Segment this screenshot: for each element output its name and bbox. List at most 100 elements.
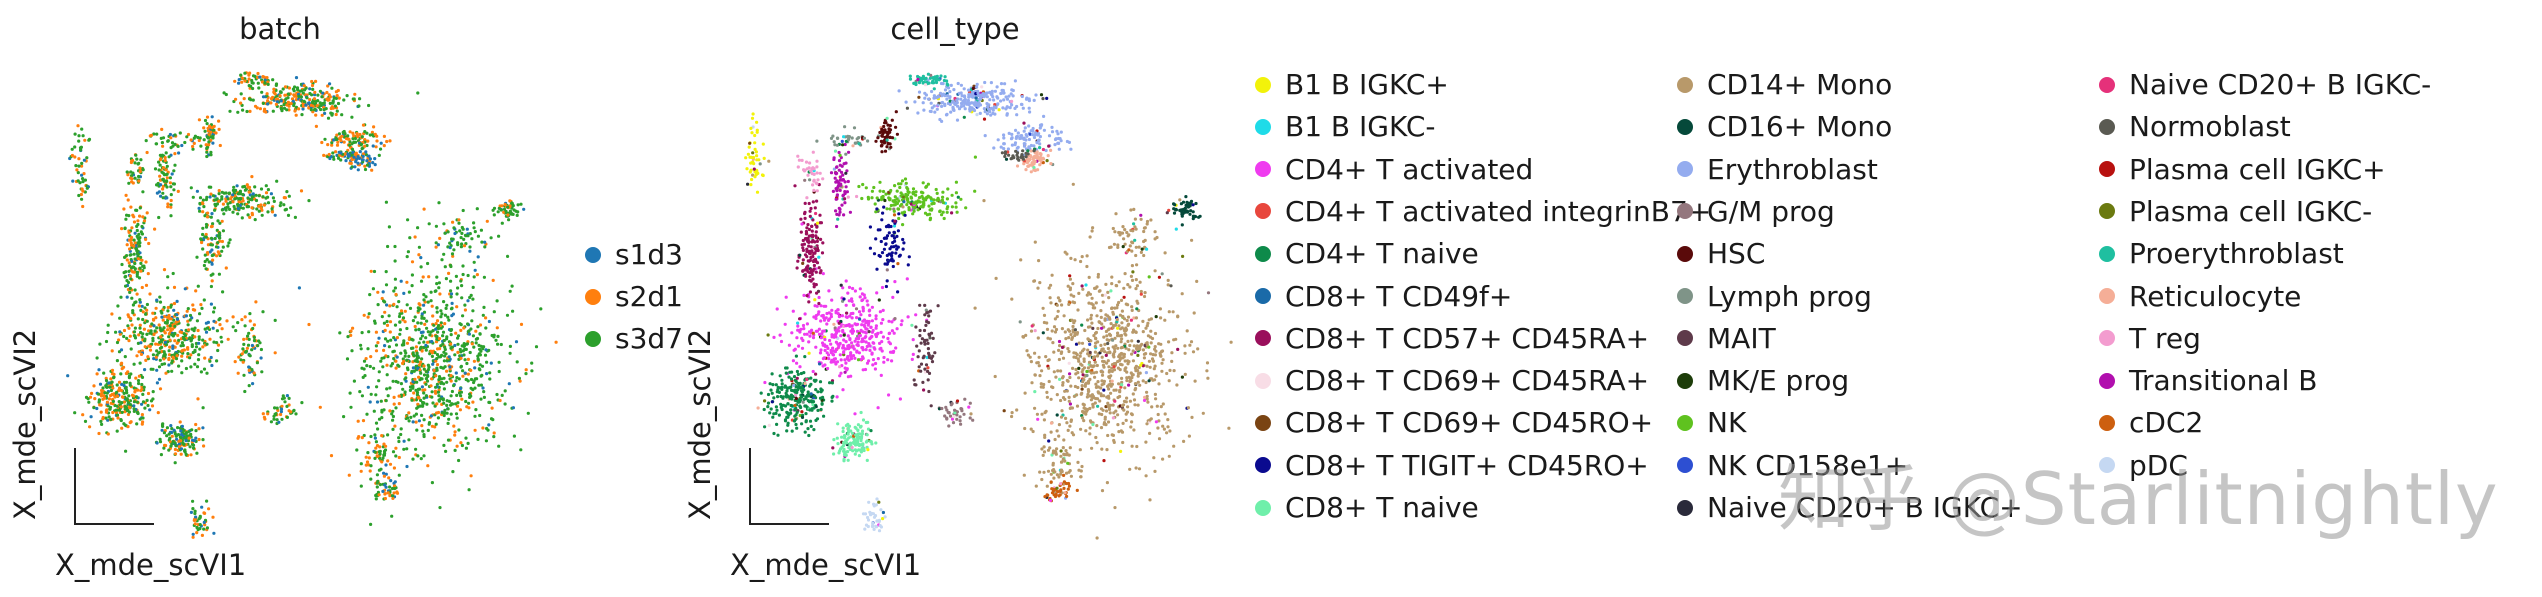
scatter-point-cd14-mono — [1104, 329, 1108, 334]
scatter-point-cd14-mono — [1063, 389, 1067, 393]
scatter-point-s3d7 — [212, 306, 217, 310]
scatter-point-s2d1 — [403, 309, 407, 313]
scatter-point-cd14-mono — [1107, 338, 1111, 342]
scatter-point-s3d7 — [151, 336, 155, 340]
scatter-point-s1d3 — [417, 419, 421, 423]
scatter-point-cd14-mono — [1130, 308, 1134, 312]
scatter-point-s3d7 — [140, 375, 145, 379]
scatter-point-cd4-t-activated — [879, 321, 883, 325]
scatter-point-s3d7 — [218, 236, 222, 240]
scatter-point-cd14-mono — [1085, 254, 1089, 258]
scatter-point-cd14-mono — [994, 276, 998, 280]
scatter-point-s3d7 — [449, 333, 453, 337]
scatter-point-s3d7 — [285, 404, 289, 408]
scatter-point-s1d3 — [175, 299, 179, 303]
scatter-point-cd14-mono — [1132, 428, 1136, 432]
scatter-point-cd14-mono — [1144, 440, 1148, 444]
scatter-point-s3d7 — [339, 158, 343, 162]
scatter-point-s2d1 — [335, 94, 339, 98]
scatter-point-s3d7 — [73, 132, 77, 136]
scatter-point-s3d7 — [324, 107, 328, 111]
scatter-point-s3d7 — [181, 441, 185, 445]
scatter-point-cd4-t-activated — [807, 340, 811, 344]
scatter-point-s3d7 — [394, 343, 399, 347]
scatter-point-s3d7 — [390, 514, 394, 518]
scatter-point-s2d1 — [204, 232, 208, 237]
scatter-point-s1d3 — [160, 428, 164, 432]
scatter-point-s3d7 — [455, 416, 459, 420]
scatter-point-s3d7 — [419, 457, 423, 461]
scatter-point-s1d3 — [170, 430, 174, 435]
scatter-point-cd14-mono — [1036, 336, 1040, 340]
scatter-point-cd8-t-tigit-cd45ro — [883, 236, 887, 240]
scatter-point-cd4-t-activated — [819, 319, 823, 323]
scatter-point-s3d7 — [309, 108, 313, 112]
scatter-point-s1d3 — [483, 240, 487, 244]
scatter-point-cd14-mono — [1010, 411, 1014, 415]
scatter-point-s2d1 — [382, 348, 386, 352]
scatter-point-s2d1 — [314, 124, 318, 128]
scatter-point-s2d1 — [273, 92, 277, 96]
scatter-point-s2d1 — [88, 425, 92, 429]
scatter-point-s2d1 — [524, 368, 528, 372]
scatter-point-s3d7 — [122, 334, 126, 339]
scatter-point-cd14-mono — [1117, 300, 1121, 305]
scatter-point-s1d3 — [231, 193, 235, 197]
scatter-point-s3d7 — [178, 131, 182, 135]
scatter-point-s3d7 — [449, 412, 453, 416]
scatter-point-s2d1 — [209, 192, 213, 196]
scatter-point-s3d7 — [259, 347, 263, 352]
scatter-point-s3d7 — [257, 209, 261, 213]
scatter-point-cd4-t-activated — [800, 346, 805, 350]
scatter-point-s3d7 — [466, 379, 470, 383]
scatter-point-s3d7 — [125, 279, 129, 283]
scatter-point-s3d7 — [170, 141, 175, 145]
scatter-point-cd14-mono — [1134, 278, 1138, 282]
scatter-point-s3d7 — [241, 185, 245, 189]
scatter-point-cd4-t-activated — [860, 323, 864, 327]
scatter-point-cd4-t-activated — [887, 331, 891, 336]
scatter-point-s2d1 — [329, 454, 334, 458]
scatter-point-s2d1 — [165, 176, 169, 180]
scatter-point-s3d7 — [451, 470, 455, 474]
scatter-point-cd16-mono — [1193, 215, 1198, 219]
scatter-point-cd4-t-activated — [835, 395, 839, 399]
scatter-point-cd4-t-activated — [819, 304, 823, 308]
scatter-point-s3d7 — [506, 254, 510, 258]
scatter-point-s2d1 — [386, 491, 390, 495]
scatter-point-cd14-mono — [1166, 425, 1170, 429]
scatter-point-s3d7 — [166, 309, 170, 313]
scatter-point-s2d1 — [162, 357, 166, 361]
scatter-point-s2d1 — [359, 469, 363, 473]
scatter-point-cd14-mono — [1069, 333, 1073, 337]
scatter-point-s3d7 — [492, 435, 496, 439]
scatter-point-s2d1 — [294, 98, 298, 102]
scatter-point-cd14-mono — [1125, 230, 1129, 235]
scatter-point-s2d1 — [127, 261, 131, 265]
scatter-point-s3d7 — [468, 395, 472, 399]
scatter-point-cd16-mono — [1198, 214, 1202, 218]
scatter-point-s3d7 — [226, 202, 230, 206]
scatter-point-s2d1 — [431, 314, 435, 318]
scatter-point-nk — [964, 206, 968, 210]
scatter-point-s2d1 — [453, 433, 457, 437]
scatter-point-s1d3 — [277, 420, 281, 424]
scatter-point-s3d7 — [243, 71, 247, 75]
scatter-point-erythroblast — [1144, 371, 1148, 375]
scatter-point-cd4-t-activated — [814, 345, 818, 349]
scatter-point-cd4-t-activated — [874, 317, 878, 321]
scatter-point-s1d3 — [385, 303, 389, 307]
scatter-point-cdc2 — [1066, 481, 1071, 486]
scatter-point-cd14-mono — [1049, 301, 1053, 305]
scatter-point-s3d7 — [257, 86, 261, 90]
scatter-point-cd16-mono — [1194, 201, 1198, 206]
scatter-point-s3d7 — [77, 193, 81, 198]
scatter-point-s2d1 — [427, 275, 431, 279]
scatter-point-s3d7 — [256, 344, 260, 348]
scatter-point-s3d7 — [426, 363, 430, 367]
scatter-point-cd14-mono — [1107, 407, 1112, 411]
scatter-point-cd14-mono — [1076, 371, 1080, 375]
scatter-point-s2d1 — [231, 315, 235, 319]
scatter-point-s1d3 — [279, 99, 283, 103]
scatter-point-s2d1 — [148, 292, 152, 296]
